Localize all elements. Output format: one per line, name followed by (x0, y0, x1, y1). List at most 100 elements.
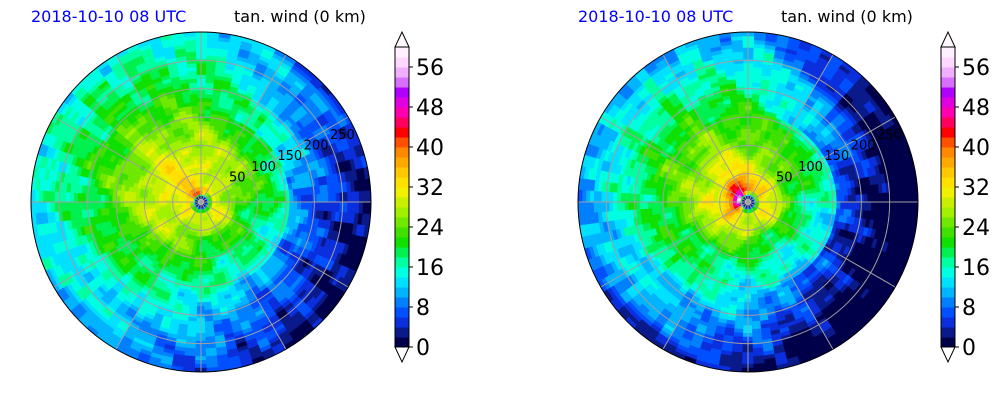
colorbar-segment (395, 337, 409, 348)
ring-label: 250 (330, 128, 355, 143)
plot-boundary (577, 31, 919, 373)
colorbar-segment (941, 127, 955, 138)
colorbar-segment (395, 287, 409, 298)
spoke-line (747, 201, 834, 350)
left-panel: 2018-10-10 08 UTC tan. wind (0 km) 50 100… (0, 0, 480, 401)
colorbar-segment (941, 137, 955, 148)
colorbar-segment (941, 177, 955, 188)
colorbar-tick-label: 40 (416, 136, 444, 161)
spoke-line (662, 54, 749, 203)
ring-label: 50 (229, 170, 246, 185)
colorbar-tick-label: 24 (416, 216, 444, 241)
colorbar-tick-label: 48 (962, 96, 990, 121)
colorbar-segment (941, 307, 955, 318)
ring-label: 150 (277, 149, 302, 164)
colorbar-segment (395, 47, 409, 58)
colorbar-tick-label: 32 (962, 176, 990, 201)
spoke-line (53, 201, 202, 288)
ring-label: 100 (251, 160, 276, 175)
colorbar-extend-min (940, 346, 956, 364)
colorbar-segment (395, 217, 409, 228)
colorbar-tick-label: 48 (416, 96, 444, 121)
colorbar-segment (395, 117, 409, 128)
colorbar-segment (941, 157, 955, 168)
colorbar-segment (941, 67, 955, 78)
colorbar-segment (395, 327, 409, 338)
spoke-line (115, 201, 202, 350)
colorbar-segment (941, 207, 955, 218)
ring-label: 250 (877, 128, 902, 143)
colorbar-segment (941, 147, 955, 158)
colorbar-segment (941, 57, 955, 68)
colorbar-segment (395, 297, 409, 308)
right-panel: 2018-10-10 08 UTC tan. wind (0 km) 50 100… (547, 0, 1007, 401)
colorbar-segment (941, 297, 955, 308)
colorbar-segment (941, 77, 955, 88)
time-label: 2018-10-10 08 UTC (578, 7, 734, 26)
ring-label: 200 (304, 139, 329, 154)
spoke-line (200, 201, 349, 288)
colorbar-tick-label: 32 (416, 176, 444, 201)
colorbar-tick-label: 56 (416, 56, 444, 81)
colorbar-segment (395, 107, 409, 118)
colorbar-segment (395, 247, 409, 258)
colorbar-segment (395, 137, 409, 148)
spoke-line (115, 54, 202, 203)
colorbar-segment (941, 47, 955, 58)
colorbar-segment (395, 207, 409, 218)
colorbar-segment (395, 167, 409, 178)
colorbar-segment (941, 117, 955, 128)
colorbar-segment (395, 157, 409, 168)
colorbar-segment (395, 317, 409, 328)
spoke-line (200, 54, 287, 203)
ring-label: 150 (824, 149, 849, 164)
colorbar-tick-label: 0 (962, 336, 976, 361)
colorbar-segment (395, 197, 409, 208)
polar-grid (31, 32, 371, 372)
colorbar-extend-min (394, 346, 410, 364)
colorbar-tick-label: 8 (962, 296, 976, 321)
colorbar-tick-label: 16 (962, 256, 990, 281)
colorbar-segment (941, 167, 955, 178)
colorbar-segment (941, 327, 955, 338)
colorbar-segment (395, 227, 409, 238)
colorbar: 0 8 16 24 32 40 48 56 (394, 30, 444, 364)
colorbar-extend-max (394, 30, 410, 48)
spoke-line (600, 116, 749, 203)
colorbar-segment (941, 227, 955, 238)
colorbar-segment (941, 277, 955, 288)
colorbar-segment (395, 237, 409, 248)
colorbar-tick-label: 24 (962, 216, 990, 241)
colorbar-segment (941, 247, 955, 258)
time-label: 2018-10-10 08 UTC (31, 7, 187, 26)
colorbar-segment (395, 97, 409, 108)
spoke-line (747, 201, 896, 288)
spoke-line (53, 116, 202, 203)
colorbar-segment (941, 337, 955, 348)
colorbar-segment (941, 257, 955, 268)
variable-label: tan. wind (0 km) (781, 7, 913, 26)
colorbar-segment (941, 217, 955, 228)
spoke-line (200, 116, 349, 203)
colorbar-segment (941, 107, 955, 118)
plot-boundary (30, 31, 372, 373)
colorbar-segment (395, 57, 409, 68)
colorbar-segment (395, 257, 409, 268)
colorbar-segment (941, 237, 955, 248)
spoke-line (747, 116, 896, 203)
colorbar-segment (395, 177, 409, 188)
spoke-line (200, 201, 287, 350)
spoke-line (747, 54, 834, 203)
colorbar-extend-max (940, 30, 956, 48)
spoke-line (600, 201, 749, 288)
colorbar-tick-label: 40 (962, 136, 990, 161)
colorbar-tick-label: 16 (416, 256, 444, 281)
colorbar-segment (395, 277, 409, 288)
variable-label: tan. wind (0 km) (234, 7, 366, 26)
colorbar-segment (941, 317, 955, 328)
colorbar-segment (941, 287, 955, 298)
colorbar-segment (395, 147, 409, 158)
spoke-line (662, 201, 749, 350)
colorbar-tick-label: 56 (962, 56, 990, 81)
